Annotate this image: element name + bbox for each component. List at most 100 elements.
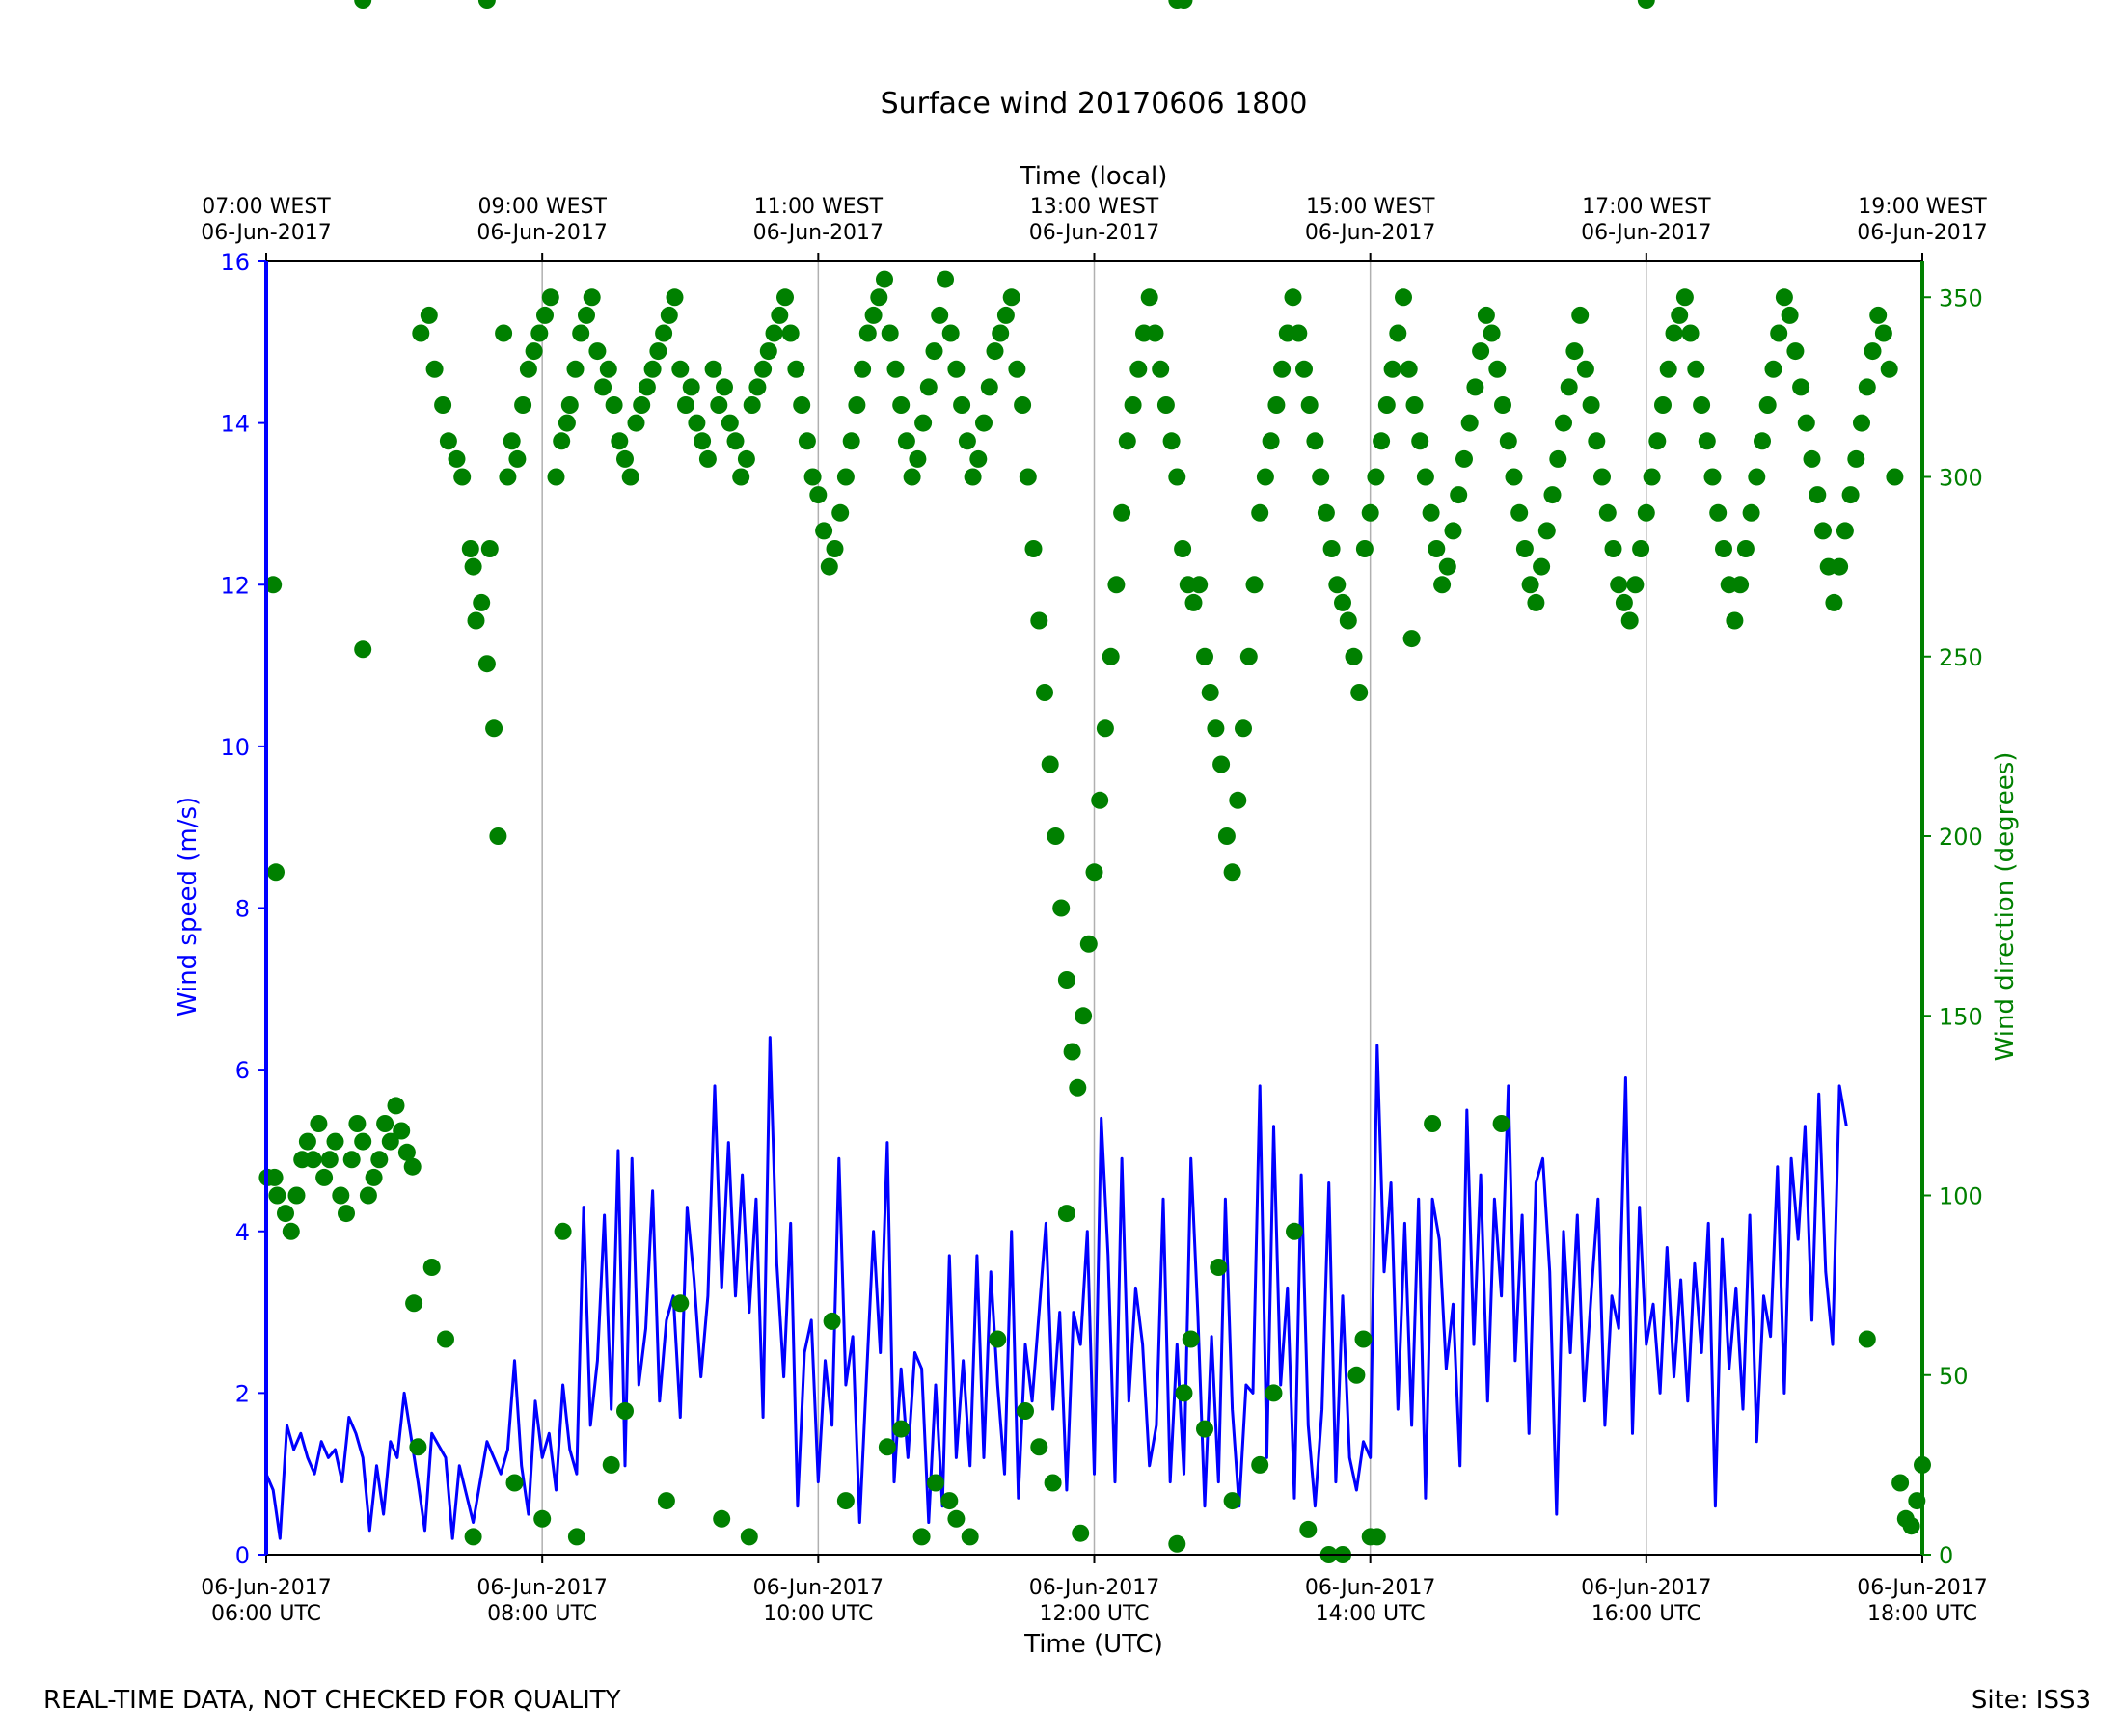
bottom-axis-label: Time (UTC) [1023,1630,1163,1659]
wind-direction-point [903,468,921,486]
wind-direction-point [1063,1043,1081,1061]
wind-direction-point [1030,1438,1048,1456]
wind-direction-point [925,342,943,361]
wind-direction-point [732,468,750,486]
wind-direction-point [1543,486,1562,504]
wind-direction-point [1024,540,1043,557]
wind-direction-point [1726,611,1744,630]
wind-direction-point [815,522,833,540]
wind-direction-point [989,1330,1007,1348]
wind-direction-point [370,1151,389,1169]
wind-direction-point [1869,306,1888,324]
wind-direction-point [310,1115,328,1132]
wind-direction-point [1299,1520,1318,1538]
wind-direction-point [1477,306,1495,324]
wind-direction-point [1654,396,1672,414]
right-tick-label: 200 [1939,824,1983,851]
wind-direction-point [1758,396,1777,414]
wind-direction-point [1770,324,1788,342]
wind-direction-point [1368,1528,1386,1546]
bottom-tick-time: 18:00 UTC [1867,1602,1977,1626]
wind-direction-point [1560,378,1578,396]
wind-direction-point [342,1151,361,1169]
wind-direction-point [1373,432,1391,450]
wind-direction-point [643,360,662,378]
wind-direction-point [1361,503,1379,522]
wind-direction-point [381,1132,399,1151]
wind-direction-point [870,288,888,307]
wind-direction-point [964,468,982,486]
wind-direction-point [1809,486,1827,504]
wind-direction-point [405,1294,423,1313]
wind-direction-point [264,576,283,594]
wind-direction-point [268,1186,286,1205]
wind-direction-point [1377,396,1396,414]
wind-direction-point [508,449,527,468]
wind-direction-point [1152,360,1170,378]
wind-direction-point [694,432,712,450]
left-tick-label: 16 [220,249,250,276]
wind-direction-point [1334,593,1351,611]
wind-direction-point [1742,503,1760,522]
wind-direction-point [1079,935,1098,953]
wind-direction-point [1196,647,1213,665]
wind-direction-point [578,306,595,324]
wind-direction-point [1085,863,1103,882]
wind-direction-point [1223,863,1241,882]
wind-direction-point [1736,540,1755,557]
wind-direction-point [1715,540,1732,557]
wind-direction-point [298,1132,316,1151]
wind-direction-point [1411,432,1429,450]
wind-direction-point [947,360,966,378]
wind-direction-point [572,324,590,342]
wind-direction-point [277,1205,294,1223]
wind-direction-point [1402,630,1421,648]
wind-direction-point [1555,414,1572,432]
wind-direction-point [464,557,482,576]
wind-direction-point [1825,593,1843,611]
wind-direction-point [1400,360,1418,378]
wind-direction-point [1118,432,1136,450]
wind-direction-point [776,288,794,307]
wind-direction-point [931,306,949,324]
bottom-tick-date: 06-Jun-2017 [1581,1576,1711,1600]
wind-direction-point [743,396,761,414]
top-tick-time: 17:00 WEST [1582,195,1711,219]
bottom-tick-date: 06-Jun-2017 [753,1576,884,1600]
wind-direction-point [937,270,954,288]
wind-direction-point [480,540,499,557]
wind-direction-point [1383,360,1401,378]
wind-direction-point [1841,486,1860,504]
wind-direction-point [848,396,866,414]
wind-direction-point [912,1528,931,1546]
wind-direction-point [1472,342,1490,361]
wind-direction-point [499,468,517,486]
wind-direction-point [1174,540,1192,557]
wind-direction-point [1864,342,1882,361]
wind-direction-point [553,432,571,450]
wind-direction-point [489,827,507,845]
wind-direction-point [1284,288,1302,307]
wind-direction-point [881,324,899,342]
bottom-tick-time: 08:00 UTC [487,1602,597,1626]
wind-direction-point [992,324,1010,342]
bottom-tick-date: 06-Jun-2017 [1305,1576,1435,1600]
wind-direction-point [1182,1330,1200,1348]
wind-direction-point [677,396,694,414]
top-tick-date: 06-Jun-2017 [753,221,884,245]
wind-direction-point [530,324,549,342]
wind-direction-point [1328,576,1347,594]
wind-direction-point [1014,396,1032,414]
wind-direction-point [387,1097,405,1115]
wind-direction-point [602,1455,620,1474]
wind-direction-point [467,611,485,630]
wind-direction-point [560,396,579,414]
wind-direction-point [1124,396,1142,414]
wind-direction-point [1091,791,1109,809]
wind-direction-point [1847,449,1865,468]
wind-direction-point [1217,827,1236,845]
wind-direction-point [831,503,850,522]
bottom-tick-date: 06-Jun-2017 [1857,1576,1987,1600]
wind-direction-point [1433,576,1452,594]
wind-direction-point [748,378,767,396]
